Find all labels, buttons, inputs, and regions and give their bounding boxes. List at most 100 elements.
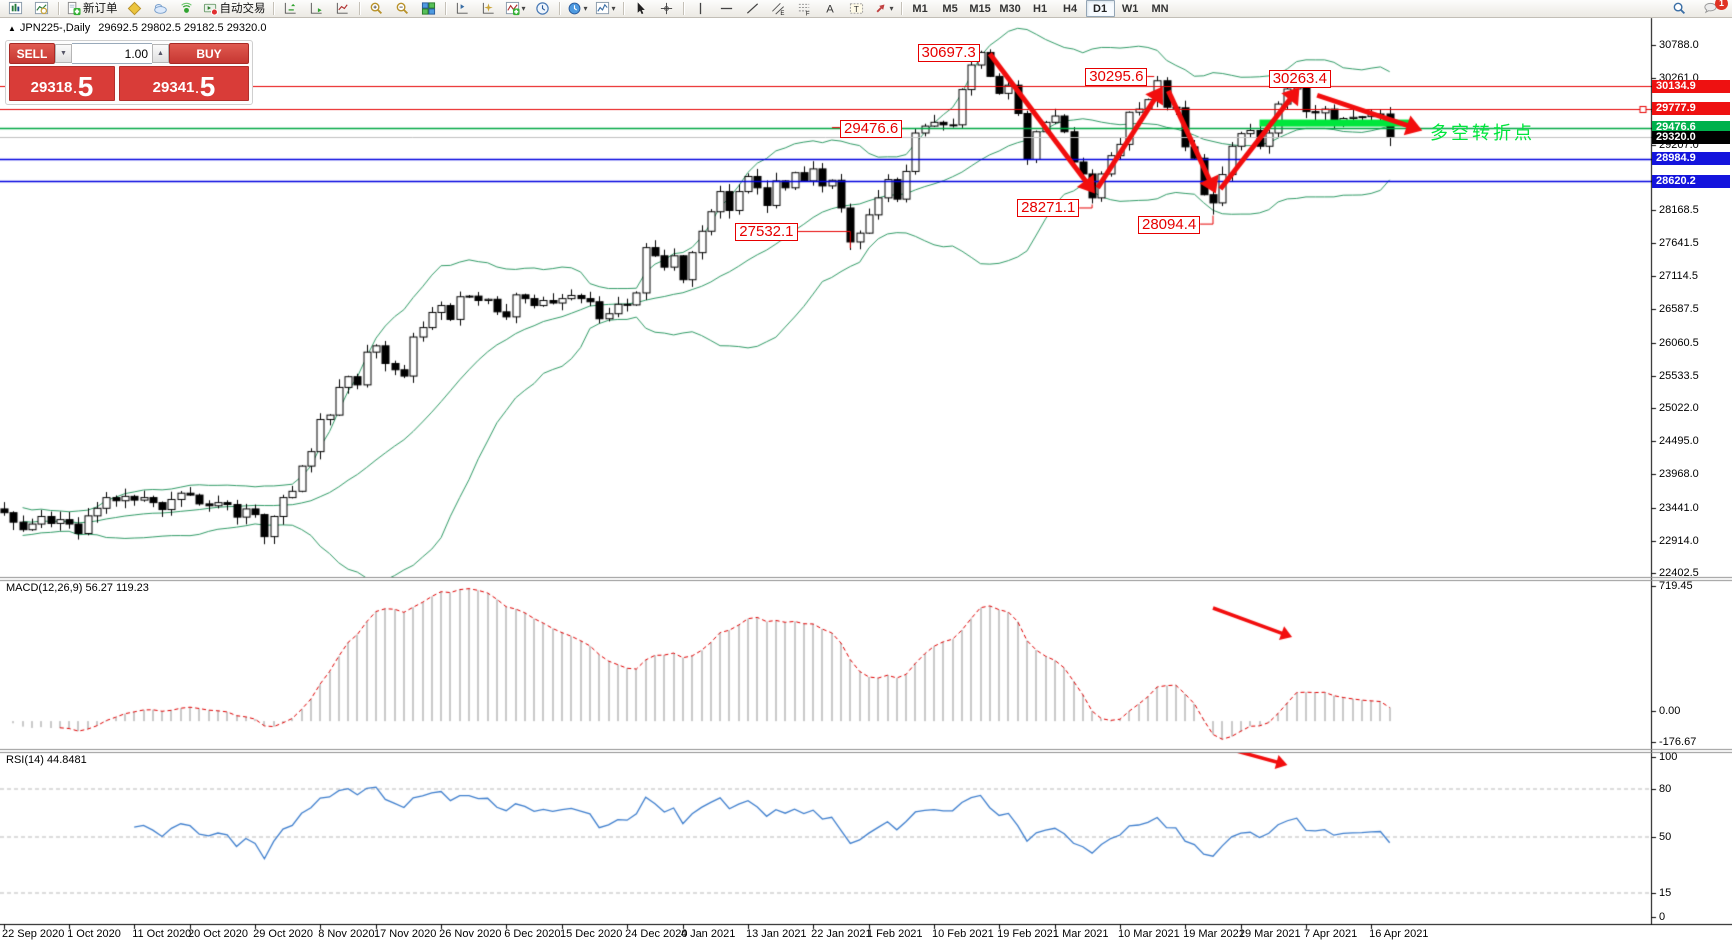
date-axis-label: 6 Dec 2020: [504, 928, 561, 940]
price-callout-label[interactable]: 28094.4: [1138, 215, 1201, 234]
volume-decrease-button[interactable]: ▼: [55, 44, 72, 63]
equidistant-channel-button[interactable]: E: [766, 0, 791, 18]
timeframe-button-H4[interactable]: H4: [1063, 2, 1078, 15]
trendline-button[interactable]: [740, 0, 765, 18]
chevron-down-icon: ▾: [583, 3, 588, 13]
text-label-button[interactable]: T: [844, 0, 869, 18]
auto-scroll-button[interactable]: [304, 0, 329, 18]
price-callout-label[interactable]: 30697.3: [917, 43, 980, 62]
new-chart-icon: [8, 1, 23, 16]
zoom-in-icon: [369, 1, 384, 16]
cursor-button[interactable]: [628, 0, 653, 18]
rsi-indicator-label: RSI(14) 44.8481: [6, 754, 87, 766]
arrows-button[interactable]: ▾: [870, 0, 897, 18]
timeframe-button-M15[interactable]: M15: [969, 2, 991, 15]
templates-button[interactable]: ▾: [592, 0, 619, 18]
sell-button[interactable]: SELL: [9, 43, 55, 64]
clock-button[interactable]: [530, 0, 555, 18]
zoom-in-button[interactable]: [364, 0, 389, 18]
timeframe-button-MN[interactable]: MN: [1151, 2, 1169, 15]
tile-windows-icon: [421, 1, 436, 16]
notification-badge: 1: [1715, 0, 1728, 10]
indicators-icon: [505, 1, 520, 16]
horizontal-line-button[interactable]: [714, 0, 739, 18]
toolbar-right-group: 1: [1667, 0, 1729, 18]
new-chart-button[interactable]: [3, 0, 28, 18]
volume-increase-button[interactable]: ▲: [152, 44, 169, 63]
periods-button[interactable]: ▾: [564, 0, 591, 18]
price-callout-label[interactable]: 27532.1: [735, 223, 798, 241]
macd-axis-tick: 719.45: [1659, 580, 1693, 592]
date-axis-label: 22 Sep 2020: [2, 928, 65, 940]
price-axis-tick: 26587.5: [1659, 303, 1699, 316]
timeframe-button-D1[interactable]: D1: [1085, 0, 1115, 17]
price-callout-label[interactable]: 28271.1: [1017, 199, 1080, 218]
price-axis-tick: 25022.0: [1659, 402, 1699, 415]
timeframe-button-H1[interactable]: H1: [1033, 2, 1048, 15]
new-order-icon: [66, 1, 81, 16]
toolbar-separator: [622, 2, 624, 15]
autotrading-icon: [203, 1, 218, 16]
signals-button[interactable]: [174, 0, 199, 18]
data-window-button[interactable]: [450, 0, 475, 18]
symbol-collapse-icon[interactable]: ▲: [8, 24, 16, 33]
strategy-tester-icon: [153, 1, 168, 16]
new-order-button[interactable]: 新订单: [63, 0, 121, 18]
metaeditor-icon: [127, 1, 142, 16]
crosshair-icon: [659, 1, 674, 16]
symbol-ohlc: 29692.5 29802.5 29182.5 29320.0: [98, 22, 267, 34]
toolbar-separator: [58, 2, 59, 15]
price-callout-label[interactable]: 30295.6: [1085, 68, 1148, 86]
chart-step-button[interactable]: [330, 0, 355, 18]
chart-shift-button[interactable]: [278, 0, 303, 18]
price-axis-tick: 22914.0: [1659, 534, 1699, 547]
date-axis-label: 17 Nov 2020: [374, 928, 437, 940]
price-level-tag: 30134.9: [1652, 79, 1730, 93]
price-axis-tick: 27114.5: [1659, 270, 1698, 283]
navigator-button[interactable]: [476, 0, 501, 18]
price-callout-label[interactable]: 30263.4: [1268, 70, 1331, 89]
trendline-icon: [745, 1, 760, 16]
date-axis-label: 8 Nov 2020: [318, 928, 375, 940]
buy-button[interactable]: BUY: [169, 43, 249, 64]
price-axis-tick: 24495.0: [1659, 435, 1699, 448]
vertical-line-button[interactable]: [688, 0, 713, 18]
price-callout-label[interactable]: 29476.6: [840, 119, 903, 138]
volume-input[interactable]: [72, 43, 152, 64]
date-axis-label: 13 Jan 2021: [746, 928, 807, 940]
toolbar-separator: [900, 2, 902, 15]
fibonacci-button[interactable]: F: [792, 0, 817, 18]
svg-text:A: A: [826, 4, 834, 16]
indicators-button[interactable]: ▾: [502, 0, 529, 18]
timeframe-button-M5[interactable]: M5: [942, 2, 958, 15]
periods-icon: [567, 1, 582, 16]
zoom-out-button[interactable]: [390, 0, 415, 18]
date-axis-label: 29 Oct 2020: [253, 928, 314, 940]
sell-price-main: 29318: [30, 79, 73, 96]
sell-price-box[interactable]: 29318. 5: [9, 66, 115, 101]
crosshair-button[interactable]: [654, 0, 679, 18]
autotrading-button[interactable]: 自动交易: [200, 0, 269, 18]
timeframe-button-M30[interactable]: M30: [999, 2, 1021, 15]
timeframe-button-W1[interactable]: W1: [1121, 2, 1139, 15]
chart-profiles-button[interactable]: [29, 0, 54, 18]
search-button[interactable]: [1667, 0, 1692, 18]
toolbar-separator: [272, 2, 274, 15]
chat-icon: [1703, 1, 1718, 16]
chat-button[interactable]: 1: [1698, 0, 1728, 18]
date-axis-label: 10 Mar 2021: [1118, 928, 1180, 940]
svg-text:T: T: [853, 4, 858, 14]
turning-point-annotation[interactable]: 多空转折点: [1430, 123, 1535, 143]
rsi-axis-tick: 80: [1659, 783, 1672, 795]
timeframe-button-M1[interactable]: M1: [912, 2, 928, 15]
date-axis-label: 1 Mar 2021: [1052, 928, 1109, 940]
tile-windows-button[interactable]: [416, 0, 441, 18]
strategy-tester-button[interactable]: [148, 0, 173, 18]
text-label-icon: T: [849, 1, 864, 16]
metaeditor-button[interactable]: [122, 0, 147, 18]
text-button[interactable]: A: [818, 0, 843, 18]
chart-profiles-icon: [34, 1, 49, 16]
toolbar-separator: [358, 2, 360, 15]
buy-price-box[interactable]: 29341. 5: [119, 66, 249, 101]
